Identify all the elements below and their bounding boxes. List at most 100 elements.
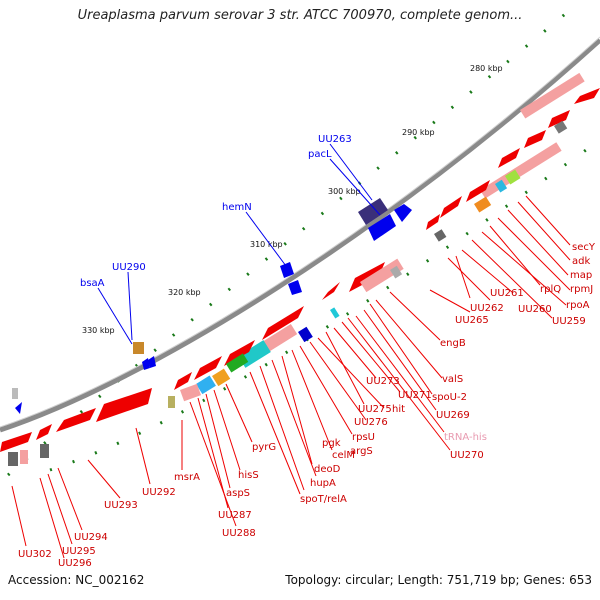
reverse-cds[interactable] [498,148,520,168]
reverse-cds[interactable] [495,179,508,193]
gene-label-rpmJ[interactable]: rpmJ [570,284,593,295]
reverse-cds[interactable] [195,375,216,395]
reverse-cds[interactable] [349,262,385,292]
reverse-cds-pale[interactable] [479,142,562,199]
gene-label-map[interactable]: map [570,270,592,281]
reverse-cds[interactable] [434,229,447,242]
gene-label-rpoA[interactable]: rpoA [566,300,590,311]
reverse-cds[interactable] [426,214,440,230]
gene-label-pyrG[interactable]: pyrG [252,442,276,453]
reverse-cds-pale[interactable] [519,72,585,119]
reverse-cds-pale[interactable] [179,383,202,402]
reverse-cds[interactable] [297,326,313,343]
reverse-cds[interactable] [524,130,546,148]
gene-label-uu275[interactable]: UU275 [358,404,392,415]
gene-label-uu259[interactable]: UU259 [552,316,586,327]
gene-label-uu262[interactable]: UU262 [470,303,504,314]
gene-label-uu293[interactable]: UU293 [104,500,138,511]
gene-label-uu270[interactable]: UU270 [450,450,484,461]
reverse-cds[interactable] [56,408,96,432]
gene-label-trna-his[interactable]: tRNA-his [444,432,487,443]
gene-label-bsaA[interactable]: bsaA [80,278,105,289]
gene-label-uu296[interactable]: UU296 [58,558,92,569]
gene-label-pgk[interactable]: pgk [322,438,341,449]
forward-cds[interactable] [148,356,156,368]
gene-label-hemN[interactable]: hemN [222,202,252,213]
tick-label-290: 290 kbp [402,128,435,137]
gene-label-secY[interactable]: secY [572,242,596,253]
gene-label-argS[interactable]: argS [350,446,373,457]
forward-cds[interactable] [288,280,302,295]
gene-label-hisS[interactable]: hisS [238,470,259,481]
gene-label-celM[interactable]: celM [332,450,355,461]
reverse-cds[interactable] [440,196,462,218]
gene-label-uu287[interactable]: UU287 [218,510,252,521]
gene-label-pacL[interactable]: pacL [308,149,332,160]
gene-label-uu265[interactable]: UU265 [455,315,489,326]
tick-label-320: 320 kbp [168,288,201,297]
reverse-cds[interactable] [174,372,192,390]
reverse-cds-pale[interactable] [20,450,28,464]
forward-cds[interactable] [358,198,388,225]
reverse-cds[interactable] [0,432,32,452]
reverse-cds[interactable] [40,444,49,458]
gene-label-uu269[interactable]: UU269 [436,410,470,421]
reverse-cds[interactable] [212,368,231,387]
reverse-cds[interactable] [504,169,521,185]
reverse-cds[interactable] [226,353,249,373]
gene-label-uu292[interactable]: UU292 [142,487,176,498]
gene-label-rplQ[interactable]: rplQ [540,284,561,295]
forward-cds[interactable] [12,388,18,399]
gene-label-uu273[interactable]: UU273 [366,376,400,387]
reverse-cds[interactable] [554,120,568,134]
gene-label-uu263[interactable]: UU263 [318,134,352,145]
reverse-cds[interactable] [224,340,255,366]
gene-label-uu288[interactable]: UU288 [222,528,256,539]
forward-features [12,198,412,414]
gene-label-adk[interactable]: adk [572,256,590,267]
forward-cds[interactable] [133,342,144,354]
reverse-cds[interactable] [390,265,403,279]
gene-label-hupA[interactable]: hupA [310,478,336,489]
reverse-cds[interactable] [548,110,570,128]
forward-cds[interactable] [280,262,294,278]
reverse-cds[interactable] [96,388,152,422]
gene-label-uu260[interactable]: UU260 [518,304,552,315]
gene-label-uu276[interactable]: UU276 [354,417,388,428]
gene-label-uu261[interactable]: UU261 [490,288,524,299]
gene-label-hit[interactable]: hit [392,404,405,415]
tick-label-300: 300 kbp [328,187,361,196]
inner-leader-lines [11,195,571,559]
forward-cds[interactable] [394,204,412,222]
gene-label-uu295[interactable]: UU295 [62,546,96,557]
map-title: Ureaplasma parvum serovar 3 str. ATCC 70… [77,8,523,23]
reverse-cds[interactable] [262,306,304,340]
reverse-cds[interactable] [473,196,492,213]
forward-cds[interactable] [368,214,396,241]
gene-label-uu290[interactable]: UU290 [112,262,146,273]
gene-label-deoD[interactable]: deoD [314,464,341,475]
reverse-cds[interactable] [574,88,600,104]
gene-label-msrA[interactable]: msrA [174,472,200,483]
reverse-cds[interactable] [194,356,222,380]
gene-label-rpsU[interactable]: rpsU [352,432,375,443]
reverse-cds[interactable] [8,452,18,466]
reverse-cds-pale[interactable] [360,258,404,293]
gene-label-valS[interactable]: valS [442,374,463,385]
forward-cds[interactable] [15,402,22,414]
reverse-cds-pale[interactable] [262,323,298,353]
gene-label-aspS[interactable]: aspS [226,488,250,499]
gene-label-uu271[interactable]: UU271 [398,390,432,401]
gene-label-uu302[interactable]: UU302 [18,549,52,560]
gene-label-engB[interactable]: engB [440,338,466,349]
forward-cds[interactable] [142,358,150,370]
gene-label-spoU2[interactable]: spoU-2 [432,392,467,403]
reverse-cds[interactable] [36,424,52,440]
reverse-cds[interactable] [168,396,175,408]
reverse-cds[interactable] [322,282,340,300]
reverse-cds[interactable] [330,307,340,319]
reverse-cds[interactable] [466,180,490,202]
gene-label-uu294[interactable]: UU294 [74,532,108,543]
tick-label-280: 280 kbp [470,64,503,73]
gene-label-spoT-relA[interactable]: spoT/relA [300,494,347,505]
